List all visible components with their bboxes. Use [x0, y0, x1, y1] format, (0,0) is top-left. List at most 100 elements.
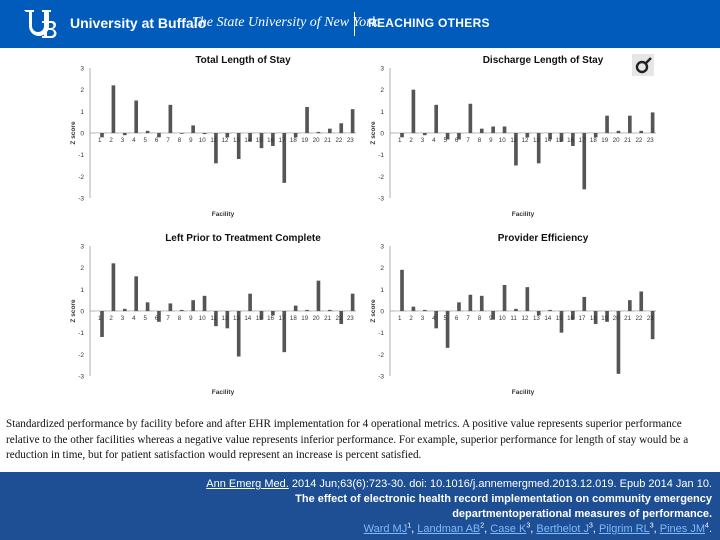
bar-before [452, 133, 457, 134]
x-tick-label: 9 [189, 315, 193, 322]
author-affiliation: 3 [649, 522, 654, 530]
y-tick-label: 3 [380, 66, 384, 73]
figure-panel: Total Length of Stay -3 -2 -1 0 1 2 3 Z score 1 2 3… [62, 50, 662, 400]
bar-after [134, 100, 139, 133]
bar-after [191, 300, 195, 311]
x-tick-label: 13 [533, 315, 540, 322]
bar-before [152, 133, 157, 134]
x-tick-label: 17 [579, 137, 586, 144]
bar-after [559, 133, 564, 142]
bar-before [406, 311, 411, 312]
bar-before [486, 311, 491, 312]
bar-after [536, 133, 541, 164]
bar-before [175, 133, 179, 134]
bar-after [316, 280, 321, 311]
x-tick-label: 2 [409, 137, 413, 144]
bar-after [236, 133, 241, 159]
citation-line-2: The effect of electronic health record i… [72, 492, 712, 507]
bar-after [502, 285, 507, 311]
author-separator: , [484, 523, 491, 535]
bar-before [243, 133, 248, 134]
x-tick-label: 15 [556, 137, 563, 144]
x-tick-label: 22 [635, 315, 642, 322]
bar-after [422, 133, 427, 136]
bar-after [305, 309, 309, 311]
x-tick-label: 15 [556, 315, 563, 322]
bar-after [293, 305, 298, 311]
bar-after [548, 133, 552, 140]
bar-after [122, 308, 127, 311]
bar-before [163, 133, 168, 134]
x-tick-label: 22 [635, 137, 642, 144]
y-tick-label: 1 [380, 109, 384, 116]
x-tick-label: 8 [478, 137, 482, 144]
bar-before [646, 133, 650, 134]
y-tick-label: -3 [78, 196, 84, 203]
bar-after [259, 133, 264, 149]
bar-after [479, 128, 484, 133]
citation-line-1: Ann Emerg Med. 2014 Jun;63(6):723-30. do… [72, 477, 712, 492]
x-tick-label: 22 [335, 315, 342, 322]
bar-after [616, 130, 621, 133]
bar-after [100, 311, 104, 337]
bar-before [95, 311, 100, 312]
author-link[interactable]: Pines JM [659, 523, 706, 535]
x-tick-label: 5 [444, 137, 448, 144]
y-tick-label: 2 [80, 87, 84, 94]
x-tick-label: 12 [522, 315, 529, 322]
bar-after [422, 309, 427, 311]
ub-logo-icon [24, 10, 57, 38]
bar-after [559, 311, 564, 333]
bar-before [498, 133, 502, 134]
x-tick-label: 14 [244, 315, 251, 322]
author-link[interactable]: Ward MJ [363, 523, 408, 535]
bar-before [277, 133, 282, 134]
x-tick-label: 15 [256, 137, 263, 144]
bar-before [141, 311, 145, 312]
x-tick-label: 10 [499, 315, 506, 322]
bar-after [214, 133, 218, 164]
x-axis-label: Facility [512, 389, 535, 396]
bar-after [122, 133, 127, 136]
brand-motto: REACHING OTHERS [368, 16, 490, 30]
author-affiliation: 2 [480, 522, 485, 530]
x-tick-label: 6 [155, 137, 159, 144]
bar-after [525, 133, 530, 138]
bar-after [468, 103, 473, 133]
bar-after [605, 311, 609, 322]
bar-before [634, 311, 639, 312]
author-link[interactable]: Berthelot J [536, 523, 589, 535]
y-tick-label: -3 [378, 374, 384, 381]
x-tick-label: 4 [432, 315, 436, 322]
x-tick-label: 23 [347, 137, 354, 144]
bar-after [100, 133, 104, 138]
bar-after [168, 303, 173, 311]
x-tick-label: 6 [155, 315, 159, 322]
author-link[interactable]: Pilgrim RL [599, 523, 650, 535]
x-tick-label: 4 [432, 137, 436, 144]
bar-before [475, 133, 479, 134]
bar-after [650, 311, 655, 340]
author-link[interactable]: Case K [490, 523, 527, 535]
x-tick-label: 1 [398, 137, 402, 144]
bar-after [248, 293, 252, 311]
x-tick-label: 21 [624, 315, 631, 322]
bar-after [411, 306, 416, 311]
x-tick-label: 5 [444, 315, 448, 322]
bar-after [248, 133, 252, 142]
bar-before [334, 133, 339, 134]
bar-before [429, 311, 434, 312]
journal-link[interactable]: Ann Emerg Med. [206, 478, 289, 490]
author-separator: , [530, 523, 537, 535]
y-tick-label: 2 [80, 265, 84, 272]
y-tick-label: 3 [380, 244, 384, 251]
bar-before [289, 133, 293, 134]
author-link[interactable]: Landman AB [417, 523, 481, 535]
bar-after [214, 311, 218, 327]
bar-after [202, 133, 207, 135]
x-tick-label: 19 [301, 315, 308, 322]
y-tick-label: 0 [380, 309, 384, 316]
author-affiliation: 3 [588, 522, 593, 530]
bar-before [566, 311, 571, 312]
